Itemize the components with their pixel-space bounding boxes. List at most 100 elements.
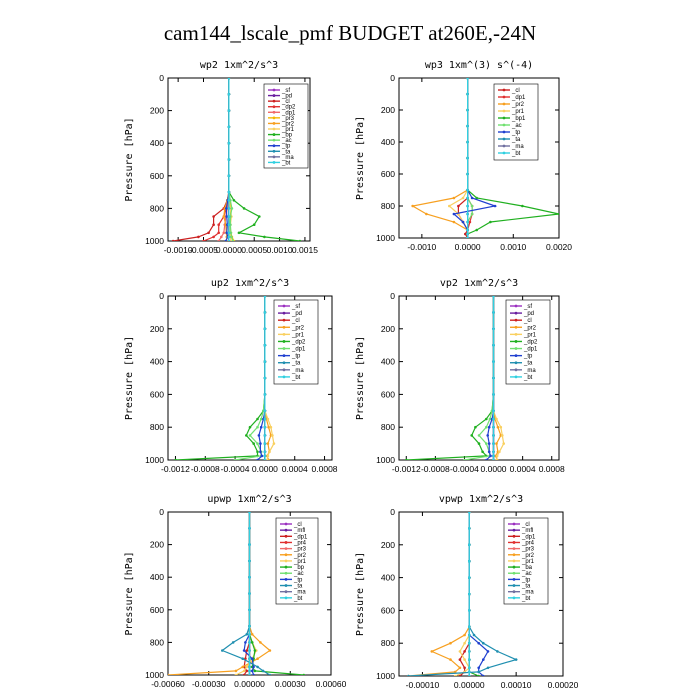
data-point bbox=[230, 235, 233, 239]
data-point bbox=[174, 458, 177, 460]
data-point bbox=[492, 417, 495, 421]
legend-label: _bt bbox=[521, 596, 531, 602]
y-tick-label: 0 bbox=[390, 291, 395, 301]
data-point bbox=[258, 215, 261, 218]
x-tick-label: 0.0004 bbox=[510, 464, 536, 474]
y-tick-label: 0 bbox=[159, 507, 164, 517]
series-group bbox=[411, 78, 559, 238]
data-point bbox=[468, 559, 471, 563]
legend: _cl_mfl_dp1_pr4_pr3_pr2_pr1_bp_ac_tp_ta_… bbox=[275, 517, 319, 605]
data-point bbox=[466, 212, 469, 216]
data-point bbox=[302, 673, 306, 675]
legend-label: _pr2 bbox=[281, 121, 295, 127]
data-point bbox=[430, 650, 434, 653]
data-point bbox=[496, 650, 499, 653]
x-tick-label: 0.00010 bbox=[501, 680, 532, 690]
y-axis-label: Pressure [hPa] bbox=[124, 117, 135, 201]
y-axis-label: Pressure [hPa] bbox=[124, 551, 135, 635]
data-point bbox=[477, 434, 481, 437]
data-point bbox=[266, 417, 270, 421]
legend: _sf_pd_cl_pr2_pr1_dp2 _dp1_tp_ta_ma_bt bbox=[273, 299, 319, 385]
legend-label: _ta bbox=[511, 137, 521, 143]
x-tick-label: 0.0008 bbox=[312, 464, 338, 474]
figure-title: cam144_lscale_pmf BUDGET at260E,-24N bbox=[164, 21, 536, 45]
y-tick-label: 0 bbox=[390, 507, 395, 517]
data-point bbox=[237, 231, 241, 235]
data-point bbox=[468, 625, 471, 629]
legend-label: _pd bbox=[291, 311, 302, 317]
legend-label: _ta bbox=[291, 361, 301, 367]
legend-marker bbox=[512, 571, 516, 575]
chart-panel-2: wp3 1xm^(3) s^(-4) Pressure [hPa] 0 200 400 6… bbox=[355, 60, 572, 252]
x-tick-label: 0.0015 bbox=[292, 245, 318, 255]
data-point bbox=[232, 199, 236, 202]
legend-marker bbox=[502, 109, 506, 113]
data-point bbox=[227, 207, 231, 210]
x-tick-label: 0.00000 bbox=[454, 680, 485, 690]
y-tick-label: 200 bbox=[150, 106, 164, 116]
legend-label: _ac bbox=[521, 571, 532, 577]
data-point bbox=[259, 442, 262, 445]
legend-marker bbox=[512, 553, 516, 557]
y-tick-label: 200 bbox=[150, 324, 164, 334]
data-point bbox=[227, 125, 231, 129]
y-tick-label: 1000 bbox=[376, 233, 395, 243]
legend-label: _pr3 bbox=[281, 116, 295, 122]
data-point bbox=[263, 434, 267, 437]
legend-label: _dp1 bbox=[523, 347, 538, 353]
data-point bbox=[489, 220, 492, 224]
data-point bbox=[266, 442, 270, 445]
y-tick-label: 0 bbox=[159, 73, 164, 83]
legend-marker bbox=[272, 116, 276, 120]
data-point bbox=[242, 649, 246, 652]
legend-marker bbox=[502, 151, 506, 155]
data-point bbox=[493, 204, 497, 208]
data-point bbox=[466, 156, 469, 160]
data-point bbox=[452, 196, 456, 200]
data-point bbox=[489, 454, 492, 458]
data-point bbox=[466, 188, 469, 192]
data-point bbox=[233, 458, 237, 460]
legend-label: _bp bbox=[281, 133, 293, 139]
legend: _sf_pd_cl_dp2_dp1_pr3_pr2_pr1_bp_ac_tp_t… bbox=[263, 83, 309, 169]
y-tick-label: 400 bbox=[381, 137, 395, 147]
legend-label: _pr1 bbox=[523, 332, 537, 338]
data-point bbox=[464, 232, 467, 236]
data-point bbox=[263, 296, 267, 298]
data-point bbox=[463, 641, 466, 645]
data-point bbox=[227, 78, 231, 80]
legend-label: _dp1 bbox=[281, 110, 296, 116]
data-point bbox=[248, 512, 251, 514]
legend-marker bbox=[284, 553, 288, 557]
legend-marker bbox=[512, 522, 516, 526]
data-point bbox=[458, 650, 462, 653]
legend-label: _pr3 bbox=[521, 547, 535, 553]
data-point bbox=[227, 235, 231, 239]
data-point bbox=[477, 442, 481, 445]
data-point bbox=[217, 231, 220, 235]
data-point bbox=[492, 450, 495, 454]
data-point bbox=[234, 673, 238, 675]
data-point bbox=[463, 658, 466, 661]
legend-label: _ma bbox=[291, 368, 304, 374]
data-point bbox=[256, 450, 259, 454]
legend-marker bbox=[272, 127, 276, 131]
y-tick-label: 200 bbox=[381, 324, 395, 334]
legend-marker bbox=[282, 340, 286, 343]
legend-label: _dp2 bbox=[281, 105, 296, 111]
legend-marker bbox=[282, 325, 286, 329]
y-tick-label: 400 bbox=[150, 357, 164, 367]
data-point bbox=[227, 215, 231, 218]
data-point bbox=[468, 670, 471, 674]
data-point bbox=[463, 650, 466, 653]
data-point bbox=[486, 666, 490, 670]
legend-marker bbox=[512, 590, 516, 594]
data-point bbox=[498, 450, 501, 454]
legend-label: _cl bbox=[511, 88, 520, 94]
data-point bbox=[458, 658, 462, 661]
data-point bbox=[492, 327, 495, 331]
data-point bbox=[457, 204, 460, 208]
data-point bbox=[245, 633, 249, 636]
legend-label: _ma bbox=[293, 590, 306, 596]
